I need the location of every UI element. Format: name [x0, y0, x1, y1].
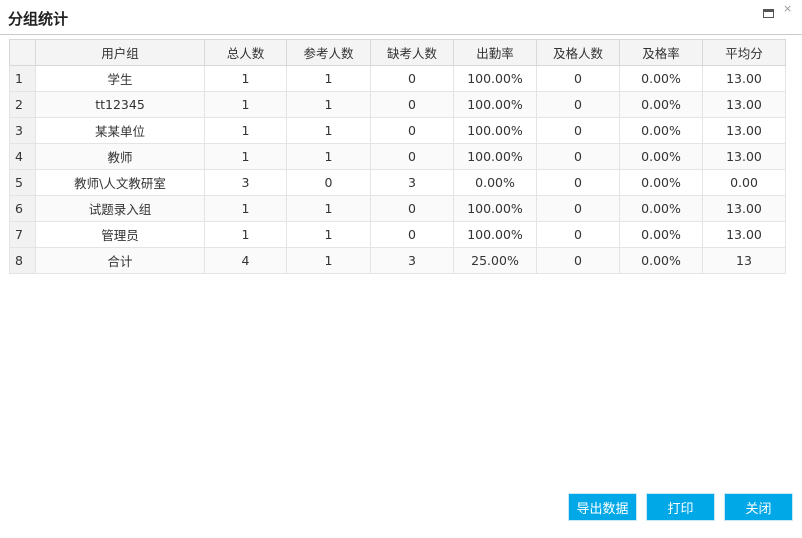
table-row[interactable]: 5 教师\人文教研室 3 0 3 0.00% 0 0.00% 0.00: [9, 169, 786, 196]
table-cell: 1: [204, 195, 287, 222]
table-cell: 100.00%: [453, 91, 537, 118]
table-cell: 试题录入组: [35, 195, 205, 222]
table-cell: 13: [702, 247, 786, 274]
table-cell: 管理员: [35, 221, 205, 248]
column-header[interactable]: 缺考人数: [370, 39, 454, 66]
table-row[interactable]: 7 管理员 1 1 0 100.00% 0 0.00% 13.00: [9, 221, 786, 248]
table-cell: 100.00%: [453, 195, 537, 222]
table-cell: 1: [204, 143, 287, 170]
row-number: 6: [9, 195, 36, 222]
close-icon[interactable]: ×: [783, 2, 793, 15]
table-cell: 0.00%: [619, 65, 703, 92]
table-cell: 某某单位: [35, 117, 205, 144]
export-data-button[interactable]: 导出数据: [568, 493, 637, 521]
table-cell: 1: [204, 91, 287, 118]
table-cell: 0: [536, 247, 620, 274]
table-cell: 13.00: [702, 195, 786, 222]
table-cell: 1: [286, 247, 371, 274]
table-row[interactable]: 1 学生 1 1 0 100.00% 0 0.00% 13.00: [9, 65, 786, 92]
table-cell: 0: [536, 195, 620, 222]
table-cell: 1: [286, 65, 371, 92]
table-cell: 3: [204, 169, 287, 196]
table-cell: 0: [536, 221, 620, 248]
table-cell: 13.00: [702, 143, 786, 170]
table-cell: 100.00%: [453, 117, 537, 144]
table-row[interactable]: 8 合计 4 1 3 25.00% 0 0.00% 13: [9, 247, 786, 274]
column-header[interactable]: 出勤率: [453, 39, 537, 66]
table-cell: 0: [370, 117, 454, 144]
column-header[interactable]: 平均分: [702, 39, 786, 66]
table-cell: 0: [370, 143, 454, 170]
column-header[interactable]: 及格人数: [536, 39, 620, 66]
print-button[interactable]: 打印: [646, 493, 715, 521]
row-number: 3: [9, 117, 36, 144]
table-cell: 1: [204, 65, 287, 92]
table-cell: 0.00%: [619, 117, 703, 144]
table-cell: 0.00%: [619, 169, 703, 196]
table-cell: 100.00%: [453, 143, 537, 170]
table-cell: 1: [286, 143, 371, 170]
table-cell: 0: [370, 65, 454, 92]
row-number: 4: [9, 143, 36, 170]
table-cell: 0: [286, 169, 371, 196]
table-cell: 1: [286, 117, 371, 144]
table-cell: 0: [536, 65, 620, 92]
table-cell: 教师: [35, 143, 205, 170]
table-cell: 13.00: [702, 117, 786, 144]
table-cell: tt12345: [35, 91, 205, 118]
table-cell: 13.00: [702, 91, 786, 118]
table-cell: 0.00%: [619, 221, 703, 248]
table-cell: 3: [370, 169, 454, 196]
table-cell: 0.00%: [453, 169, 537, 196]
table-cell: 25.00%: [453, 247, 537, 274]
table-cell: 0.00%: [619, 91, 703, 118]
table-cell: 0: [370, 91, 454, 118]
table-cell: 0: [370, 195, 454, 222]
row-number: 1: [9, 65, 36, 92]
table-row[interactable]: 2 tt12345 1 1 0 100.00% 0 0.00% 13.00: [9, 91, 786, 118]
table-cell: 1: [286, 91, 371, 118]
table-cell: 1: [204, 117, 287, 144]
column-header[interactable]: 用户组: [35, 39, 205, 66]
row-number: 8: [9, 247, 36, 274]
row-number: 7: [9, 221, 36, 248]
window-title: 分组统计: [8, 10, 69, 28]
table-cell: 0: [536, 169, 620, 196]
table-row[interactable]: 6 试题录入组 1 1 0 100.00% 0 0.00% 13.00: [9, 195, 786, 222]
table-cell: 100.00%: [453, 221, 537, 248]
table-cell: 0.00: [702, 169, 786, 196]
column-header[interactable]: 参考人数: [286, 39, 371, 66]
row-number: 2: [9, 91, 36, 118]
column-header[interactable]: [9, 39, 36, 66]
table-row[interactable]: 3 某某单位 1 1 0 100.00% 0 0.00% 13.00: [9, 117, 786, 144]
table-cell: 教师\人文教研室: [35, 169, 205, 196]
close-button[interactable]: 关闭: [724, 493, 793, 521]
table-cell: 合计: [35, 247, 205, 274]
column-header[interactable]: 总人数: [204, 39, 287, 66]
table-cell: 4: [204, 247, 287, 274]
table-cell: 0: [536, 117, 620, 144]
maximize-icon[interactable]: [763, 9, 774, 18]
table-cell: 100.00%: [453, 65, 537, 92]
table-cell: 13.00: [702, 65, 786, 92]
table-cell: 0: [536, 91, 620, 118]
table-cell: 0: [536, 143, 620, 170]
row-number: 5: [9, 169, 36, 196]
table-cell: 0.00%: [619, 143, 703, 170]
table-cell: 0.00%: [619, 247, 703, 274]
table-cell: 1: [286, 221, 371, 248]
divider: [0, 34, 802, 35]
table-row[interactable]: 4 教师 1 1 0 100.00% 0 0.00% 13.00: [9, 143, 786, 170]
table-cell: 1: [204, 221, 287, 248]
table-cell: 0: [370, 221, 454, 248]
table-cell: 13.00: [702, 221, 786, 248]
table-cell: 3: [370, 247, 454, 274]
stats-table: 用户组 总人数 参考人数 缺考人数 出勤率 及格人数 及格率 平均分 1 学生 1 1 0 100.00…: [9, 39, 786, 274]
table-cell: 0.00%: [619, 195, 703, 222]
table-cell: 学生: [35, 65, 205, 92]
column-header[interactable]: 及格率: [619, 39, 703, 66]
table-cell: 1: [286, 195, 371, 222]
